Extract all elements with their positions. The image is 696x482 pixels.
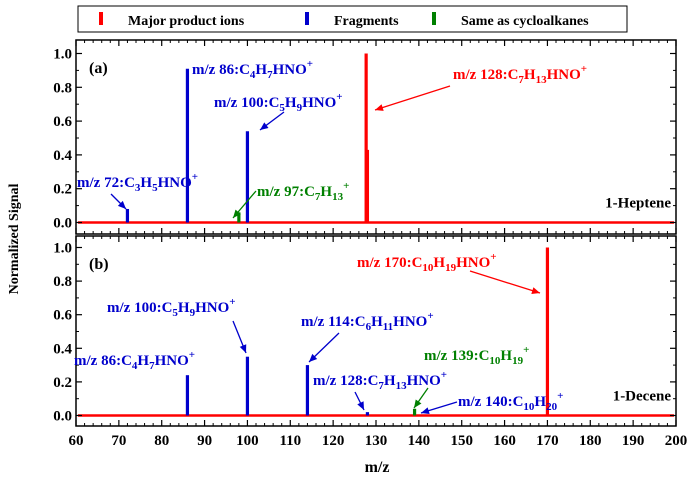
compound-name: 1-Heptene xyxy=(605,196,671,212)
arrowhead xyxy=(357,401,364,410)
arrowhead xyxy=(309,353,318,362)
legend-label: Same as cycloalkanes xyxy=(461,14,589,29)
peak-annotation: m/z 128:C7H13HNO+ xyxy=(453,63,587,86)
annotation-arrow xyxy=(374,85,451,111)
peak-annotation: m/z 100:C5H9HNO+ xyxy=(107,296,236,319)
peak-annotation: m/z 128:C7H13HNO+ xyxy=(313,369,447,392)
panel-b: 0.0 0.2 0.4 0.6 0.8 1.0 (b) 1-Decene m/z 170:C10… xyxy=(53,235,688,449)
arrowhead xyxy=(260,122,269,130)
peak-annotation: m/z 86:C4H7HNO+ xyxy=(192,58,313,81)
peak-annotation: m/z 100:C5H9HNO+ xyxy=(214,91,343,114)
legend-box xyxy=(77,5,628,33)
x-axis-label: m/z xyxy=(365,459,390,476)
x-tick-label: 140 xyxy=(408,433,431,449)
peak-annotation: m/z 72:C3H5HNO+ xyxy=(77,171,198,194)
peak-annotation: m/z 140:C10H20+ xyxy=(458,390,563,413)
y-tick-label: 0.0 xyxy=(53,409,72,425)
x-tick-label: 100 xyxy=(236,433,259,449)
compound-name: 1-Decene xyxy=(613,389,672,405)
x-tick-label: 90 xyxy=(197,433,212,449)
arrowhead xyxy=(239,344,247,353)
x-tick-label: 120 xyxy=(322,433,345,449)
peak-annotation: m/z 170:C10H19HNO+ xyxy=(357,251,497,274)
x-tick-label: 60 xyxy=(69,433,84,449)
peak-annotation: m/z 86:C4H7HNO+ xyxy=(74,349,195,372)
y-tick-label: 0.0 xyxy=(53,216,72,232)
legend-marker xyxy=(432,12,436,25)
y-tick-label: 0.4 xyxy=(53,341,72,357)
y-axis-label: Normalized Signal xyxy=(7,183,22,294)
x-tick-label: 160 xyxy=(493,433,516,449)
x-tick-label: 170 xyxy=(536,433,559,449)
arrowhead xyxy=(233,209,241,218)
y-tick-label: 0.2 xyxy=(53,375,72,391)
panel-tag: (a) xyxy=(89,60,108,77)
x-tick-label: 190 xyxy=(622,433,645,449)
peak-annotation: m/z 114:C6H11HNO+ xyxy=(301,310,434,333)
x-tick-label: 80 xyxy=(154,433,169,449)
legend-label: Fragments xyxy=(334,14,399,29)
x-tick-label: 150 xyxy=(450,433,473,449)
y-tick-label: 1.0 xyxy=(53,241,72,257)
arrowhead xyxy=(414,399,422,408)
arrowhead xyxy=(421,407,430,415)
y-tick-label: 0.6 xyxy=(53,114,72,130)
peak-annotation: m/z 139:C10H19+ xyxy=(424,344,529,367)
x-tick-label: 70 xyxy=(111,433,126,449)
y-tick-label: 0.8 xyxy=(53,80,72,96)
annotation-arrow xyxy=(469,270,541,294)
x-tick-label: 110 xyxy=(279,433,301,449)
panel-tag: (b) xyxy=(89,256,109,273)
y-tick-label: 0.8 xyxy=(53,274,72,290)
x-tick-label: 130 xyxy=(365,433,388,449)
x-tick-label: 200 xyxy=(665,433,688,449)
arrowhead xyxy=(531,287,540,294)
y-tick-label: 1.0 xyxy=(53,47,72,63)
legend-marker xyxy=(305,12,309,25)
legend-marker xyxy=(99,12,103,25)
y-tick-label: 0.4 xyxy=(53,148,72,164)
peak-annotation: m/z 97:C7H13+ xyxy=(257,180,349,203)
legend: Major product ions Fragments Same as cyclo… xyxy=(77,5,628,33)
x-tick-label: 180 xyxy=(579,433,602,449)
arrowhead xyxy=(375,104,384,111)
legend-label: Major product ions xyxy=(128,14,245,29)
y-tick-label: 0.2 xyxy=(53,182,72,198)
panel-a: 0.0 0.2 0.4 0.6 0.8 1.0 (a) 1-Heptene m/z 128:C7… xyxy=(53,39,677,235)
arrowhead xyxy=(117,200,126,209)
y-tick-label: 0.6 xyxy=(53,308,72,324)
